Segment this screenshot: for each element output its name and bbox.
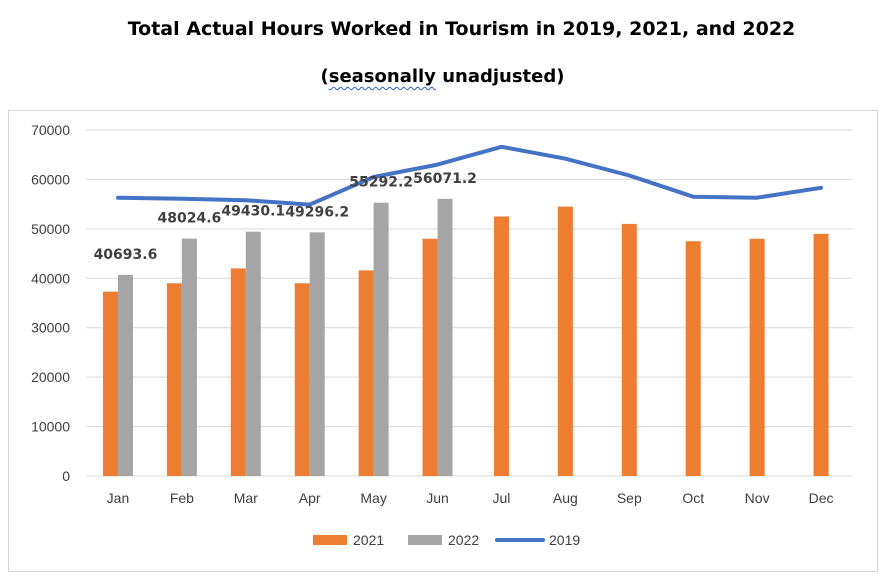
y-tick-label: 20000: [31, 369, 70, 385]
x-tick-label: Jan: [107, 490, 130, 506]
bar-2022: [309, 232, 325, 476]
bar-2021: [813, 233, 829, 476]
data-label-2022: 56071.2: [413, 171, 477, 187]
data-label-2022: 48024.6: [157, 211, 221, 227]
bar-2021: [749, 238, 765, 476]
x-tick-label: Dec: [809, 490, 834, 506]
y-tick-label: 70000: [31, 122, 70, 138]
y-tick-label: 10000: [31, 419, 70, 435]
legend-label-2022: 2022: [448, 532, 479, 548]
subtitle-open: (: [320, 66, 329, 87]
x-tick-label: Jul: [493, 490, 511, 506]
data-label-2022: 40693.6: [94, 247, 158, 263]
bar-2021: [685, 241, 701, 476]
y-tick-label: 30000: [31, 320, 70, 336]
line-2019: [116, 144, 823, 207]
bar-2021: [294, 283, 310, 476]
bar-2021: [422, 238, 438, 476]
chart-frame: [8, 110, 878, 572]
bar-2021: [621, 223, 637, 476]
x-axis: Jan Feb Mar Apr May Jun Jul Aug Sep Oct Nov Dec: [107, 490, 834, 506]
legend: 2021 2022 2019: [313, 532, 580, 548]
y-tick-label: 0: [62, 468, 70, 484]
x-tick-label: Apr: [299, 490, 321, 506]
gridlines: [86, 129, 853, 477]
bar-2021: [230, 268, 246, 476]
x-tick-label: Sep: [617, 490, 642, 506]
y-tick-label: 60000: [31, 171, 70, 187]
x-tick-label: Nov: [745, 490, 770, 506]
data-label-2022: 55292.2: [349, 175, 413, 191]
x-tick-label: Jun: [426, 490, 449, 506]
bar-2021: [358, 270, 374, 476]
legend-swatch-2021: [313, 535, 347, 545]
chart-subtitle: (seasonally unadjusted): [0, 66, 885, 87]
y-tick-label: 40000: [31, 270, 70, 286]
chart-title: Total Actual Hours Worked in Tourism in …: [127, 18, 796, 40]
bar-2021: [166, 283, 182, 476]
x-tick-label: Feb: [170, 490, 194, 506]
bar-2022: [245, 231, 261, 476]
legend-label-2021: 2021: [353, 532, 384, 548]
data-label-2022: 49296.2: [285, 204, 349, 220]
legend-label-2019: 2019: [549, 532, 580, 548]
x-tick-label: Oct: [682, 490, 704, 506]
bar-2022: [181, 238, 197, 476]
bars: [102, 198, 829, 476]
subtitle-underlined-word: seasonally: [328, 66, 436, 87]
line-series: [116, 144, 823, 207]
bar-2021: [102, 291, 118, 476]
x-tick-label: May: [360, 490, 386, 506]
bar-2022: [117, 274, 133, 476]
legend-swatch-2022: [408, 535, 442, 545]
bar-2021: [557, 206, 573, 476]
subtitle-rest: unadjusted): [435, 66, 565, 87]
y-axis: 0 10000 20000 30000 40000 50000 60000 70000: [31, 122, 70, 484]
x-tick-label: Mar: [234, 490, 258, 506]
data-label-2022: 49430.1: [221, 204, 285, 220]
y-tick-label: 50000: [31, 221, 70, 237]
bar-2022: [437, 198, 453, 476]
bar-2021: [493, 216, 509, 476]
x-tick-label: Aug: [553, 490, 578, 506]
bar-2022: [373, 202, 389, 476]
